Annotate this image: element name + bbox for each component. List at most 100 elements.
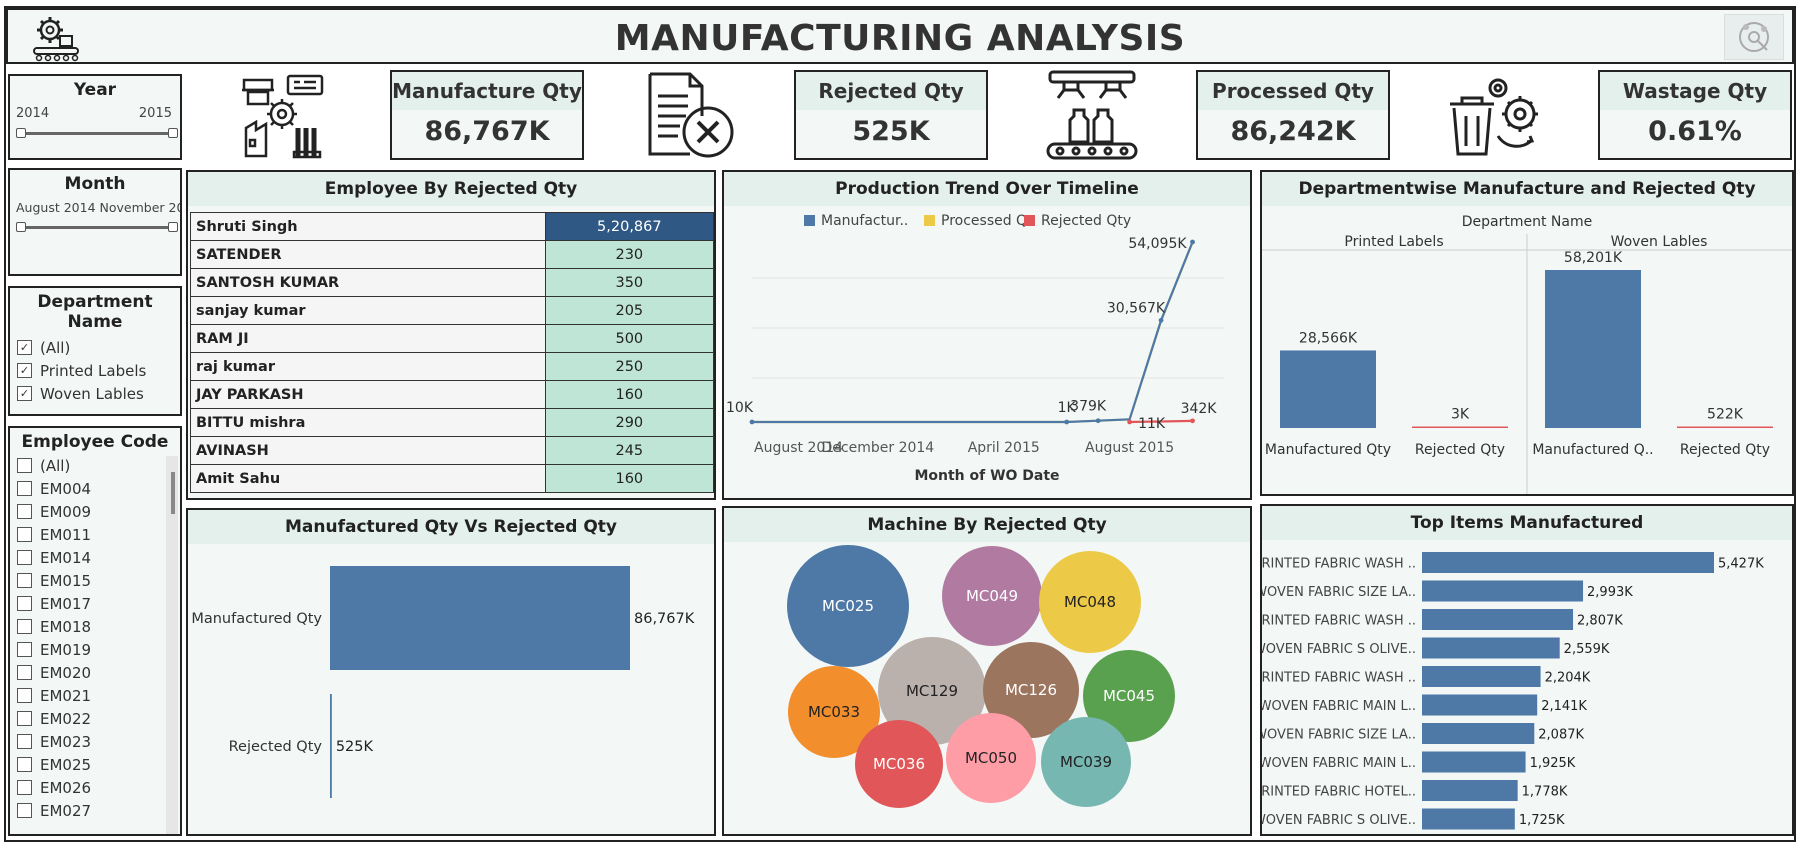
month-filter[interactable]: Month August 2014 November 20 [8,168,182,276]
checkbox-icon[interactable] [17,734,32,749]
rejected-qty-cell: 250 [544,352,715,381]
employee-option[interactable]: EM017 [10,592,180,615]
checkbox-icon[interactable] [17,550,32,565]
table-row[interactable]: raj kumar 250 [190,352,715,381]
checkbox-checked-icon[interactable]: ✓ [17,363,32,378]
year-slider-track[interactable] [20,132,172,135]
employee-option[interactable]: EM025 [10,753,180,776]
table-row[interactable]: AVINASH 245 [190,436,715,465]
legend-swatch [924,215,935,226]
checkbox-icon[interactable] [17,711,32,726]
employee-option[interactable]: EM009 [10,500,180,523]
legend-label: Manufactur.. [821,213,908,229]
employee-option[interactable]: EM023 [10,730,180,753]
department-option[interactable]: ✓ Printed Labels [10,359,180,382]
x-tick-label: Rejected Qty [1680,442,1770,458]
kpi-value: 86,767K [424,116,550,147]
checkbox-checked-icon[interactable]: ✓ [17,386,32,401]
category-label: PRINTED FABRIC WASH .. [1262,671,1416,686]
bar [1412,426,1508,428]
category-label: PRINTED FABRIC WASH .. [1262,614,1416,629]
employee-option[interactable]: EM019 [10,638,180,661]
employee-filter-title: Employee Code [21,432,169,452]
employee-option-label: EM011 [40,525,92,544]
bar [1422,808,1515,830]
panel-title: Production Trend Over Timeline [724,172,1250,206]
checkbox-icon[interactable] [17,458,32,473]
rejected-qty-cell: 205 [544,296,715,325]
checkbox-icon[interactable] [17,619,32,634]
checkbox-icon[interactable] [17,642,32,657]
month-slider-track[interactable] [20,226,172,229]
bar [1422,580,1584,602]
checkbox-icon[interactable] [17,757,32,772]
x-tick-label: April 2015 [968,440,1040,456]
bubble-label: MC126 [1005,681,1057,699]
employee-name-cell: RAM JI [190,324,546,353]
employee-option[interactable]: EM011 [10,523,180,546]
employee-option[interactable]: EM004 [10,477,180,500]
employee-name-cell: SATENDER [190,240,546,269]
rejected-qty-cell: 245 [544,436,715,465]
table-row[interactable]: Shruti Singh 5,20,867 [190,212,715,241]
year-slider-handle-max[interactable] [168,128,178,138]
table-row[interactable]: Amit Sahu 160 [190,464,715,493]
kpi-label: Processed Qty [1198,72,1388,110]
employee-option-label: EM020 [40,663,92,682]
employee-option-label: (All) [40,456,71,475]
employee-option[interactable]: EM027 [10,799,180,822]
data-label: 2,993K [1587,585,1633,600]
checkbox-icon[interactable] [17,481,32,496]
table-row[interactable]: BITTU mishra 290 [190,408,715,437]
checkbox-icon[interactable] [17,688,32,703]
data-label: 379K [1070,399,1107,415]
employee-option[interactable]: (All) [10,454,180,477]
table-row[interactable]: SATENDER 230 [190,240,715,269]
employee-option[interactable]: EM021 [10,684,180,707]
scrollbar-thumb[interactable] [171,472,175,514]
month-slider-handle-min[interactable] [16,222,26,232]
employee-option[interactable]: EM015 [10,569,180,592]
department-option[interactable]: ✓ (All) [10,336,180,359]
department-option[interactable]: ✓ Woven Lables [10,382,180,405]
category-label: WOVEN FABRIC SIZE LA.. [1262,728,1416,743]
employee-option[interactable]: EM018 [10,615,180,638]
items-chart: PRINTED FABRIC WASH .. 5,427K WOVEN FABRIC… [1262,552,1764,830]
table-row[interactable]: sanjay kumar 205 [190,296,715,325]
category-label: Manufactured Qty [191,611,322,627]
bubble [788,666,880,758]
data-label: 30,567K [1107,300,1166,316]
table-row[interactable]: RAM JI 500 [190,324,715,353]
table-row[interactable]: JAY PARKASH 160 [190,380,715,409]
checkbox-icon[interactable] [17,527,32,542]
employee-option[interactable]: EM022 [10,707,180,730]
data-label: 1,925K [1530,756,1576,771]
checkbox-icon[interactable] [17,665,32,680]
bubble-label: MC129 [906,682,958,700]
kpi-label: Manufacture Qty [392,72,582,110]
bar [330,694,332,798]
table-row[interactable]: SANTOSH KUMAR 350 [190,268,715,297]
checkbox-icon[interactable] [17,504,32,519]
tableau-share-icon[interactable] [1724,14,1784,60]
employee-option[interactable]: EM014 [10,546,180,569]
month-slider-handle-max[interactable] [168,222,178,232]
kpi-card-processed: Processed Qty 86,242K [1196,70,1390,160]
year-slider-handle-min[interactable] [16,128,26,138]
checkbox-icon[interactable] [17,573,32,588]
bar [330,566,630,670]
employee-option[interactable]: EM026 [10,776,180,799]
data-label: 2,204K [1545,671,1591,686]
checkbox-icon[interactable] [17,780,32,795]
scrollbar[interactable] [166,456,178,834]
checkbox-checked-icon[interactable]: ✓ [17,340,32,355]
category-label: WOVEN FABRIC S OLIVE.. [1262,813,1416,828]
employee-option[interactable]: EM020 [10,661,180,684]
checkbox-icon[interactable] [17,596,32,611]
panel-title: Machine By Rejected Qty [724,508,1250,542]
checkbox-icon[interactable] [17,803,32,818]
bubble [787,545,909,667]
employee-option-label: EM014 [40,548,92,567]
year-filter[interactable]: Year 2014 2015 [8,74,182,160]
kpi-label: Wastage Qty [1600,72,1790,110]
